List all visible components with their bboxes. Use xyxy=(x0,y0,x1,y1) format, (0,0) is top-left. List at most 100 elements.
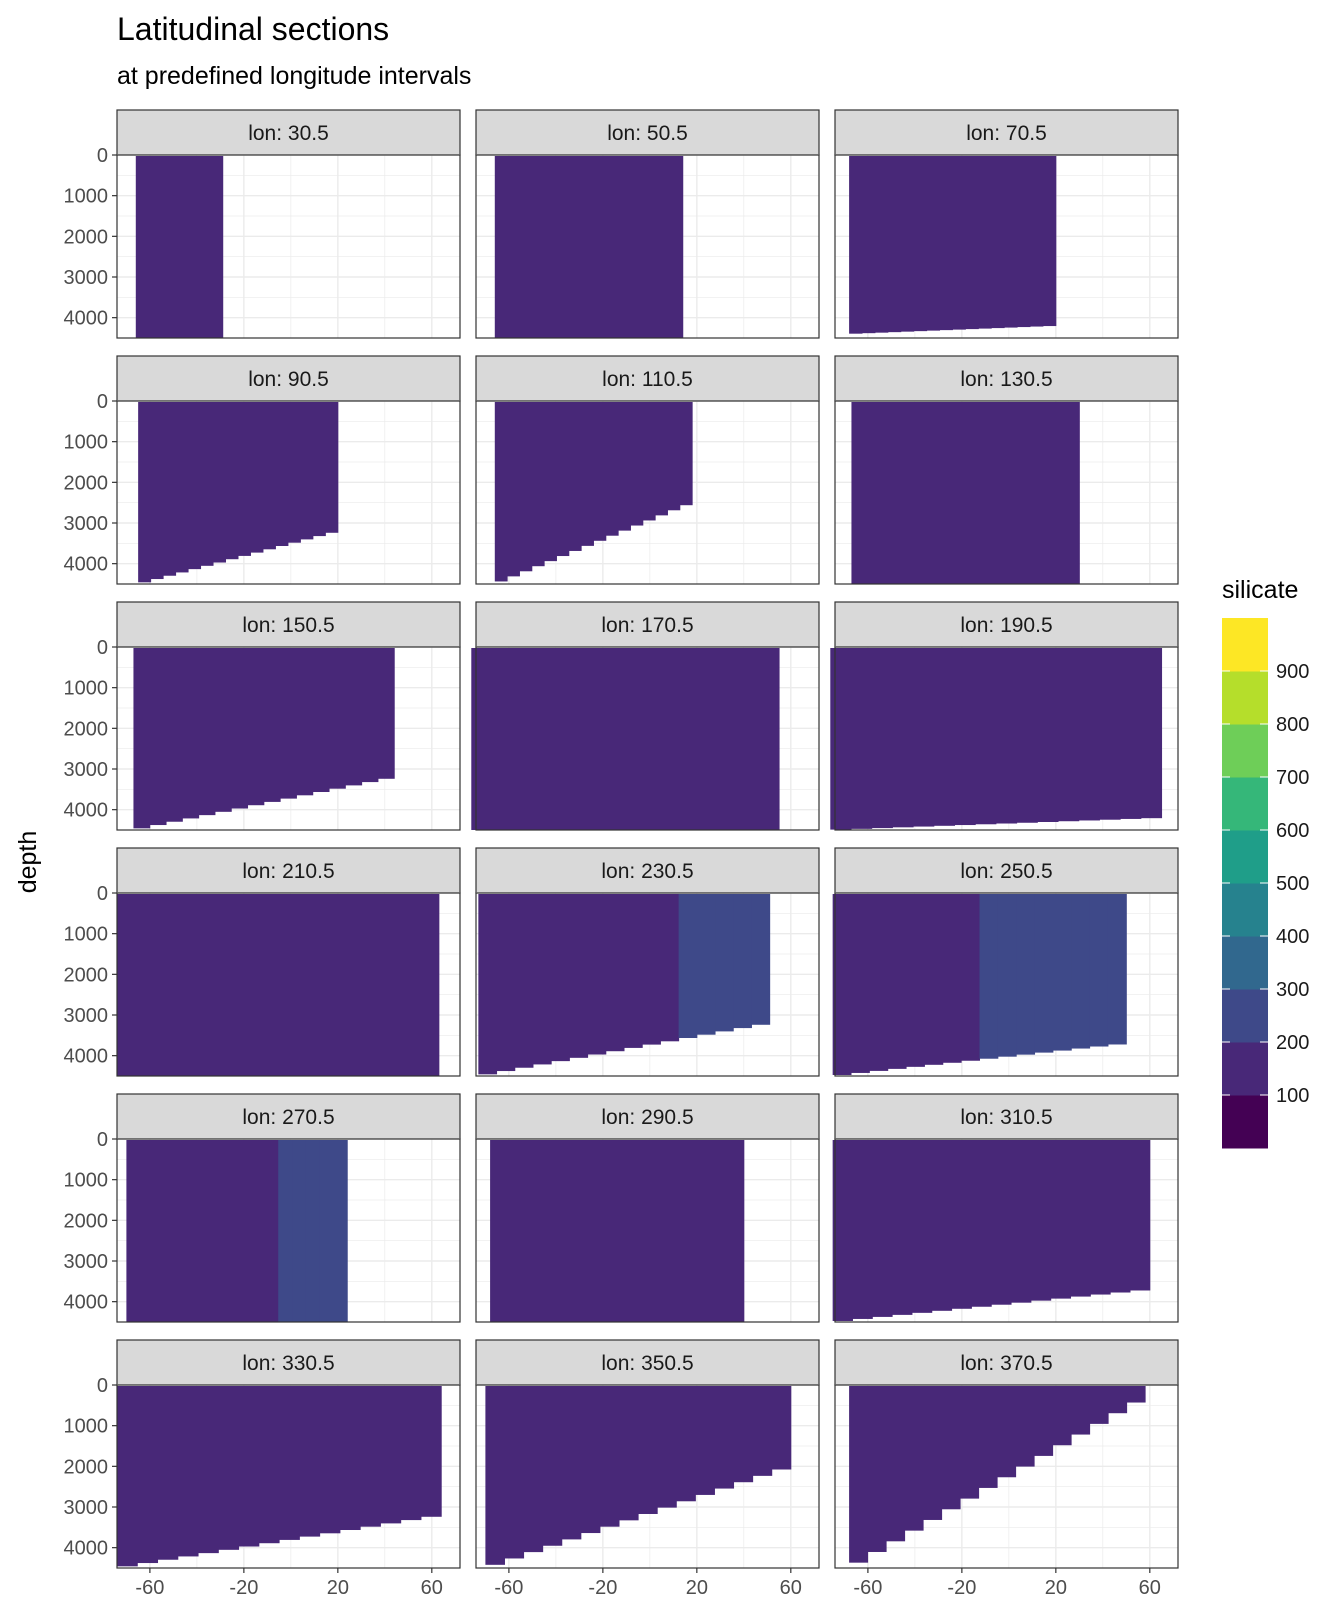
section-cell xyxy=(338,894,359,1076)
facet-strip xyxy=(116,109,461,156)
section-cell xyxy=(287,402,301,543)
facet-panel: lon: 290.5 xyxy=(475,1093,820,1323)
section-cells xyxy=(138,402,339,583)
y-tick-label: 2000 xyxy=(64,472,109,494)
section-cells xyxy=(135,156,224,338)
section-cell xyxy=(182,648,200,819)
y-tick-label: 2000 xyxy=(64,1456,109,1478)
section-cell xyxy=(263,648,281,802)
section-cell xyxy=(892,648,914,828)
section-cell xyxy=(1052,894,1072,1051)
section-cell xyxy=(141,156,148,338)
y-tick-label: 4000 xyxy=(64,1538,109,1560)
section-cell xyxy=(851,648,873,829)
legend-color-step xyxy=(1222,830,1268,884)
facet-label: lon: 370.5 xyxy=(960,1352,1052,1375)
y-tick-label: 4000 xyxy=(64,1046,109,1068)
section-cell xyxy=(217,894,239,1076)
section-cell xyxy=(250,1140,265,1322)
chart-subtitle: at predefined longitude intervals xyxy=(117,62,471,90)
facet-panel: lon: 70.5 xyxy=(834,109,1179,339)
section-cell xyxy=(1065,402,1080,584)
section-cell xyxy=(965,402,981,584)
section-cell xyxy=(537,1140,555,1322)
x-tick-label: 60 xyxy=(421,1577,443,1599)
section-cell xyxy=(544,402,557,562)
y-tick-label: 2000 xyxy=(64,226,109,248)
section-cell xyxy=(556,402,570,557)
section-cell xyxy=(678,894,698,1039)
section-cell xyxy=(618,402,631,531)
section-cell xyxy=(965,156,979,330)
section-cell xyxy=(588,156,602,338)
section-cell xyxy=(152,156,159,338)
section-cell xyxy=(601,1140,618,1322)
section-cell xyxy=(586,648,607,830)
section-cell xyxy=(507,402,520,577)
section-cell xyxy=(299,1386,321,1537)
facet-label: lon: 90.5 xyxy=(248,368,329,391)
section-cell xyxy=(490,1140,507,1322)
section-cell xyxy=(624,894,643,1048)
section-cells xyxy=(830,648,1163,830)
y-tick-label: 1000 xyxy=(64,186,109,208)
y-tick-label: 4000 xyxy=(64,1292,109,1314)
section-cell xyxy=(616,1140,634,1322)
facet-panel: lon: 50.5 xyxy=(475,109,820,339)
section-cell xyxy=(471,648,492,830)
section-cell xyxy=(605,648,626,830)
section-cell xyxy=(648,1140,666,1322)
section-cell xyxy=(849,156,863,334)
section-cell xyxy=(612,156,625,338)
section-cell xyxy=(231,648,249,809)
section-cells xyxy=(490,1140,745,1322)
legend-label: 700 xyxy=(1276,767,1309,789)
section-cell xyxy=(548,648,568,830)
section-cell xyxy=(979,894,999,1059)
section-cell xyxy=(133,648,151,829)
section-cell xyxy=(1034,894,1054,1053)
section-cell xyxy=(642,402,656,521)
facet-label: lon: 290.5 xyxy=(601,1106,693,1129)
section-cell xyxy=(971,1140,992,1307)
legend-title: silicate xyxy=(1222,576,1298,604)
section-cell xyxy=(733,894,752,1029)
section-cell xyxy=(519,402,533,572)
legend-label: 300 xyxy=(1276,979,1309,1001)
facet-strip xyxy=(116,601,461,648)
legend-color-step xyxy=(1222,936,1268,990)
panel-border xyxy=(116,154,461,339)
section-cell xyxy=(1099,648,1121,820)
section-cell xyxy=(496,894,516,1072)
section-cells xyxy=(117,1386,442,1567)
section-cell xyxy=(478,894,498,1075)
section-cell xyxy=(329,648,346,789)
section-cell xyxy=(167,1140,183,1322)
section-cell xyxy=(206,156,213,338)
section-cell xyxy=(1120,648,1142,819)
x-tick-label: -20 xyxy=(229,1577,258,1599)
section-cell xyxy=(277,894,299,1076)
section-cell xyxy=(198,648,216,816)
facet-strip xyxy=(116,847,461,894)
section-cell xyxy=(852,1140,873,1319)
facet-strip xyxy=(834,847,1179,894)
section-cell xyxy=(275,402,289,547)
section-cell xyxy=(175,402,189,573)
section-cell xyxy=(305,1140,321,1322)
section-cells xyxy=(478,894,771,1075)
section-cell xyxy=(642,894,661,1045)
section-cell xyxy=(1126,1386,1146,1403)
section-cell xyxy=(126,1140,141,1322)
section-cell xyxy=(325,402,339,533)
facet-label: lon: 230.5 xyxy=(601,860,693,883)
section-cell xyxy=(225,402,239,560)
section-cell xyxy=(135,156,142,338)
facet-label: lon: 70.5 xyxy=(966,122,1047,145)
section-cell xyxy=(587,894,607,1055)
section-cell xyxy=(904,1386,924,1531)
section-cell xyxy=(577,156,590,338)
panel-border xyxy=(834,1138,1179,1323)
section-cell xyxy=(197,894,219,1076)
section-cell xyxy=(166,648,183,822)
